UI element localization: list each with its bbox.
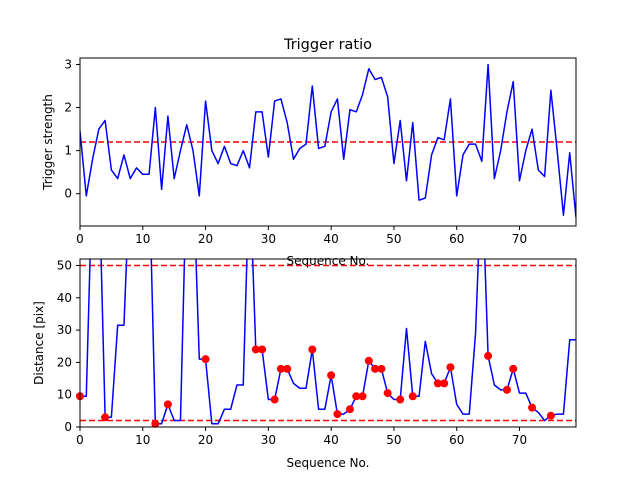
bottom-marker-point <box>377 364 386 373</box>
bottom-marker-point <box>528 403 537 412</box>
bottom-marker-point <box>270 395 279 404</box>
bottom-marker-point <box>364 356 373 365</box>
top-y-tick-label: 1 <box>64 144 72 158</box>
bottom-marker-point <box>333 410 342 419</box>
top-x-tick-label: 20 <box>198 232 213 246</box>
bottom-x-tick-label: 20 <box>198 433 213 447</box>
bottom-marker-point <box>446 363 455 372</box>
bottom-marker-point <box>163 400 172 409</box>
top-chart: Trigger ratio 0 10 20 30 40 50 60 70 0 1 2 3 Sequen… <box>41 37 577 268</box>
bottom-marker-point <box>396 395 405 404</box>
top-y-tick-label: 0 <box>64 187 72 201</box>
bottom-y-tick-label: 50 <box>57 258 72 272</box>
top-x-tick-label: 60 <box>449 232 464 246</box>
top-chart-ylabel: Trigger strength <box>41 94 55 191</box>
bottom-chart-marks <box>76 259 576 428</box>
bottom-marker-point <box>352 392 361 401</box>
bottom-y-tick-label: 40 <box>57 291 72 305</box>
top-y-tick-label: 2 <box>64 101 72 115</box>
bottom-chart-xlabel: Sequence No. <box>287 456 370 470</box>
top-chart-ticks: 0 10 20 30 40 50 60 70 0 1 2 3 <box>64 57 527 246</box>
bottom-x-tick-label: 60 <box>449 433 464 447</box>
bottom-marker-point <box>440 379 449 388</box>
bottom-marker-point <box>327 371 336 380</box>
bottom-marker-point <box>151 419 160 428</box>
top-series-line <box>80 63 576 218</box>
top-x-tick-label: 50 <box>386 232 401 246</box>
bottom-marker-point <box>308 345 317 354</box>
bottom-marker-point <box>358 392 367 401</box>
bottom-x-tick-label: 50 <box>386 433 401 447</box>
bottom-marker-point <box>546 411 555 420</box>
top-y-tick-label: 3 <box>64 57 72 71</box>
bottom-x-tick-label: 30 <box>261 433 276 447</box>
bottom-marker-point <box>201 355 210 364</box>
bottom-y-tick-label: 10 <box>57 388 72 402</box>
top-chart-title: Trigger ratio <box>283 37 372 53</box>
top-chart-marks <box>80 63 576 218</box>
top-chart-frame <box>79 57 577 227</box>
bottom-marker-point <box>371 364 380 373</box>
top-x-tick-label: 10 <box>135 232 150 246</box>
bottom-marker-point <box>509 364 518 373</box>
bottom-x-tick-label: 70 <box>512 433 527 447</box>
bottom-y-tick-label: 20 <box>57 355 72 369</box>
bottom-chart-ticks: 0 10 20 30 40 50 60 70 0 10 20 30 40 50 <box>57 258 527 447</box>
bottom-chart-frame <box>79 258 577 428</box>
bottom-marker-point <box>433 379 442 388</box>
top-x-tick-label: 30 <box>261 232 276 246</box>
bottom-series-line <box>80 259 576 425</box>
bottom-marker-point <box>484 351 493 360</box>
bottom-marker-point <box>251 345 260 354</box>
bottom-marker-point <box>345 405 354 414</box>
bottom-x-tick-label: 40 <box>323 433 338 447</box>
bottom-marker-point <box>101 413 110 422</box>
bottom-x-tick-label: 10 <box>135 433 150 447</box>
bottom-marker-point <box>276 364 285 373</box>
top-chart-xlabel: Sequence No. <box>287 254 370 268</box>
bottom-chart-ylabel: Distance [pix] <box>32 301 46 385</box>
bottom-marker-point <box>383 389 392 398</box>
top-x-tick-label: 70 <box>512 232 527 246</box>
bottom-y-tick-label: 0 <box>64 420 72 434</box>
bottom-marker-point <box>283 364 292 373</box>
bottom-marker-point <box>502 385 511 394</box>
bottom-y-tick-label: 30 <box>57 323 72 337</box>
bottom-marker-point <box>258 345 267 354</box>
top-x-tick-label: 0 <box>76 232 84 246</box>
bottom-x-tick-label: 0 <box>76 433 84 447</box>
top-x-tick-label: 40 <box>323 232 338 246</box>
bottom-marker-point <box>408 392 417 401</box>
